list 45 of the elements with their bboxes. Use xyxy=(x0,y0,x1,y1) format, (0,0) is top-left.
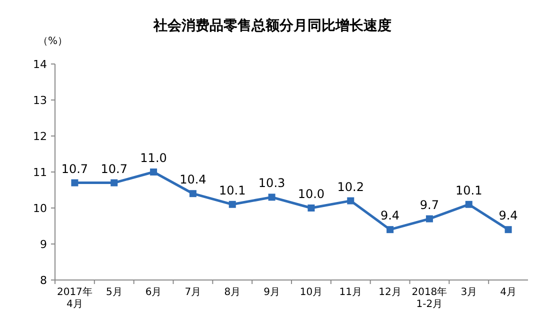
y-tick-label: 11 xyxy=(33,166,47,179)
data-label: 9.7 xyxy=(420,198,440,212)
data-label: 10.4 xyxy=(180,172,206,187)
x-tick-label: 10月 xyxy=(300,287,323,298)
point xyxy=(110,179,118,186)
point xyxy=(504,226,512,234)
y-tick-label: 9 xyxy=(40,238,47,251)
data-label: 11.0 xyxy=(140,151,167,165)
x-tick-label: 2017年 4月 xyxy=(56,286,92,310)
data-label: 10.7 xyxy=(100,162,128,176)
point xyxy=(228,200,236,208)
data-label: 10.1 xyxy=(219,183,246,198)
y-axis-title: （%） xyxy=(38,36,68,47)
x-tick-label: 4月 xyxy=(500,287,516,298)
point xyxy=(386,226,394,234)
y-tick-label: 10 xyxy=(33,202,47,215)
data-label: 10.2 xyxy=(337,180,364,194)
data-label: 10.3 xyxy=(258,176,286,190)
data-label: 9.4 xyxy=(380,208,400,223)
point xyxy=(465,200,472,208)
point xyxy=(426,215,433,222)
x-tick-label: 5月 xyxy=(106,287,122,298)
x-tick-label: 12月 xyxy=(378,287,402,298)
y-tick-label: 12 xyxy=(33,130,47,143)
data-label: 10.1 xyxy=(456,183,482,198)
chart-title: 社会消费品零售总额分月同比增长速度 xyxy=(152,17,392,34)
point xyxy=(189,190,196,198)
x-tick-label: 11月 xyxy=(339,287,362,298)
x-tick-label: 7月 xyxy=(184,287,202,298)
data-label: 10.7 xyxy=(61,162,88,176)
x-tick-label: 3月 xyxy=(460,287,478,298)
x-tick-label: 9月 xyxy=(264,287,280,298)
data-label: 9.4 xyxy=(498,208,518,223)
y-tick-label: 8 xyxy=(40,274,47,287)
x-tick-label: 2018年 1-2月 xyxy=(412,286,448,310)
x-tick-label: 8月 xyxy=(224,287,241,298)
x-tick-label: 6月 xyxy=(145,287,162,298)
point xyxy=(347,197,354,204)
y-tick-label: 14 xyxy=(33,58,47,71)
y-tick-label: 13 xyxy=(33,94,47,107)
point xyxy=(150,168,158,176)
point xyxy=(308,204,315,212)
point xyxy=(71,179,78,186)
point xyxy=(268,194,276,201)
data-label: 10.0 xyxy=(298,187,325,201)
